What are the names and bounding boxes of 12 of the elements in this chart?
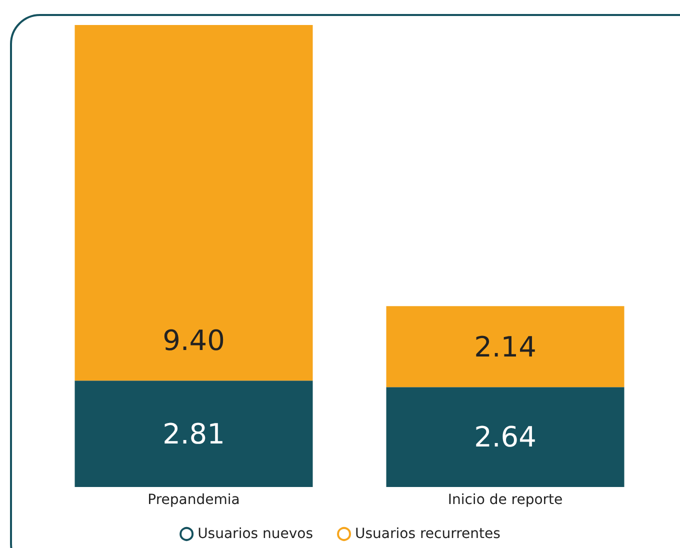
legend-label: Usuarios recurrentes xyxy=(355,526,500,542)
bar xyxy=(74,25,313,381)
x-tick-label: Prepandemia xyxy=(148,492,240,508)
x-tick-label: Inicio de reporte xyxy=(448,492,563,508)
bar xyxy=(386,306,624,388)
data-label: 2.14 xyxy=(474,330,536,364)
data-label: 2.81 xyxy=(162,417,225,450)
data-label: 2.64 xyxy=(474,420,536,454)
data-label: 9.40 xyxy=(162,324,225,358)
bar xyxy=(74,380,313,487)
bar xyxy=(386,387,624,487)
legend-label: Usuarios nuevos xyxy=(198,526,314,542)
